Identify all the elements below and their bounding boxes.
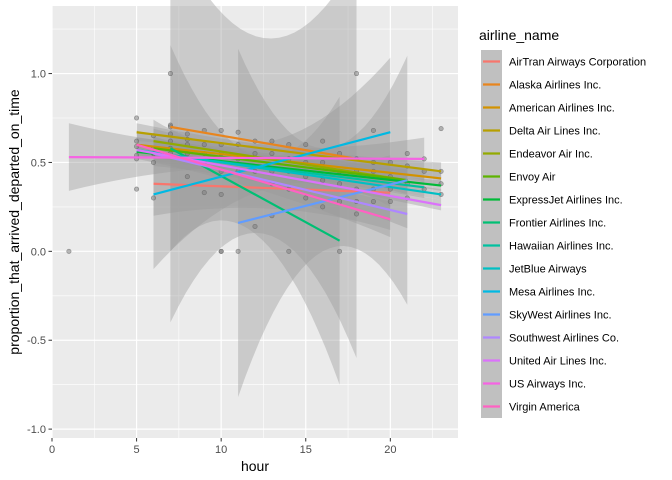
legend-label: Southwest Airlines Co. — [509, 333, 619, 345]
data-point — [134, 186, 140, 192]
legend-item: US Airways Inc. — [481, 372, 586, 395]
data-point — [252, 223, 258, 229]
legend-title: airline_name — [479, 27, 559, 43]
legend-item: AirTran Airways Corporation — [481, 50, 646, 73]
data-point — [337, 181, 343, 187]
legend-item: Mesa Airlines Inc. — [481, 280, 595, 303]
legend-label: American Airlines Inc. — [509, 103, 615, 115]
data-point — [320, 204, 326, 210]
data-point — [218, 248, 224, 254]
series-line-5 — [153, 147, 408, 182]
series-line-15 — [136, 143, 391, 221]
data-point — [218, 127, 224, 133]
data-point — [218, 191, 224, 197]
data-point — [66, 248, 72, 254]
data-point — [320, 138, 326, 144]
legend-label: Frontier Airlines Inc. — [509, 218, 606, 230]
data-point — [303, 142, 309, 148]
legend-item: Frontier Airlines Inc. — [481, 211, 606, 234]
legend-label: Endeavor Air Inc. — [509, 149, 593, 161]
band-7 — [170, 45, 340, 385]
series-line-0 — [153, 182, 391, 194]
data-point — [201, 190, 207, 196]
trend-lines — [68, 125, 442, 242]
y-tick-label: 0.0 — [31, 246, 46, 258]
series-line-3 — [136, 131, 442, 173]
data-point — [353, 71, 359, 77]
legend-label: Hawaiian Airlines Inc. — [509, 241, 614, 253]
legend-label: ExpressJet Airlines Inc. — [509, 195, 623, 207]
x-tick-label: 5 — [134, 444, 140, 456]
data-point — [387, 199, 393, 205]
data-point — [184, 131, 190, 137]
data-point — [269, 151, 275, 157]
legend-label: Envoy Air — [509, 172, 556, 184]
data-point — [286, 248, 292, 254]
legend-label: Mesa Airlines Inc. — [509, 287, 595, 299]
y-axis: -1.0 -0.5 0.0 0.5 1.0 — [27, 69, 52, 436]
data-point — [320, 159, 326, 165]
data-point — [303, 195, 309, 201]
y-axis-label: proportion_that_arrived_departed_on_time — [6, 89, 22, 355]
data-point — [151, 195, 157, 201]
x-tick-label: 10 — [215, 444, 227, 456]
data-point — [269, 138, 275, 144]
y-tick-label: -1.0 — [27, 424, 46, 436]
legend-item: Envoy Air — [481, 165, 556, 188]
data-point — [167, 71, 173, 77]
legend-item: American Airlines Inc. — [481, 96, 615, 119]
data-point — [134, 138, 140, 144]
legend-item: Alaska Airlines Inc. — [481, 73, 601, 96]
series-line-10 — [153, 131, 391, 196]
data-point — [337, 248, 343, 254]
series-line-11 — [237, 179, 408, 224]
data-point — [370, 127, 376, 133]
data-point — [252, 151, 258, 157]
data-point — [201, 142, 207, 148]
data-point — [404, 151, 410, 157]
legend-item: Endeavor Air Inc. — [481, 142, 593, 165]
legend-item: JetBlue Airways — [481, 257, 587, 280]
legend-label: United Air Lines Inc. — [509, 356, 607, 368]
legend-item: United Air Lines Inc. — [481, 349, 607, 372]
x-tick-label: 20 — [384, 444, 396, 456]
legend-label: US Airways Inc. — [509, 379, 586, 391]
legend-label: Delta Air Lines Inc. — [509, 126, 601, 138]
legend-item: SkyWest Airlines Inc. — [481, 303, 612, 326]
legend-item: Hawaiian Airlines Inc. — [481, 234, 614, 257]
data-point — [438, 126, 444, 132]
data-point — [184, 174, 190, 180]
legend-item: Delta Air Lines Inc. — [481, 119, 601, 142]
data-point — [151, 159, 157, 165]
legend-item: ExpressJet Airlines Inc. — [481, 188, 623, 211]
data-point — [353, 211, 359, 217]
band-11 — [238, 48, 408, 398]
x-axis: 0 5 10 15 20 — [49, 438, 396, 456]
y-tick-label: -0.5 — [27, 335, 46, 347]
data-point — [235, 248, 241, 254]
legend-item: Southwest Airlines Co. — [481, 326, 619, 349]
series-line-1 — [170, 125, 357, 160]
legend-item: Virgin America — [481, 395, 581, 418]
series-line-14 — [68, 156, 425, 160]
series-line-12 — [153, 152, 408, 216]
x-axis-label: hour — [241, 458, 269, 474]
data-point — [235, 129, 241, 135]
y-tick-label: 0.5 — [31, 157, 46, 169]
data-point — [370, 199, 376, 205]
legend: airline_name AirTran Airways Corporation… — [479, 27, 646, 418]
x-tick-label: 0 — [49, 444, 55, 456]
data-point — [320, 177, 326, 183]
y-tick-label: 1.0 — [31, 69, 46, 81]
legend-label: AirTran Airways Corporation — [509, 57, 646, 69]
data-point — [134, 115, 140, 121]
legend-label: Virgin America — [509, 402, 581, 414]
x-tick-label: 15 — [300, 444, 312, 456]
legend-label: JetBlue Airways — [509, 264, 587, 276]
legend-label: SkyWest Airlines Inc. — [509, 310, 612, 322]
legend-label: Alaska Airlines Inc. — [509, 80, 601, 92]
